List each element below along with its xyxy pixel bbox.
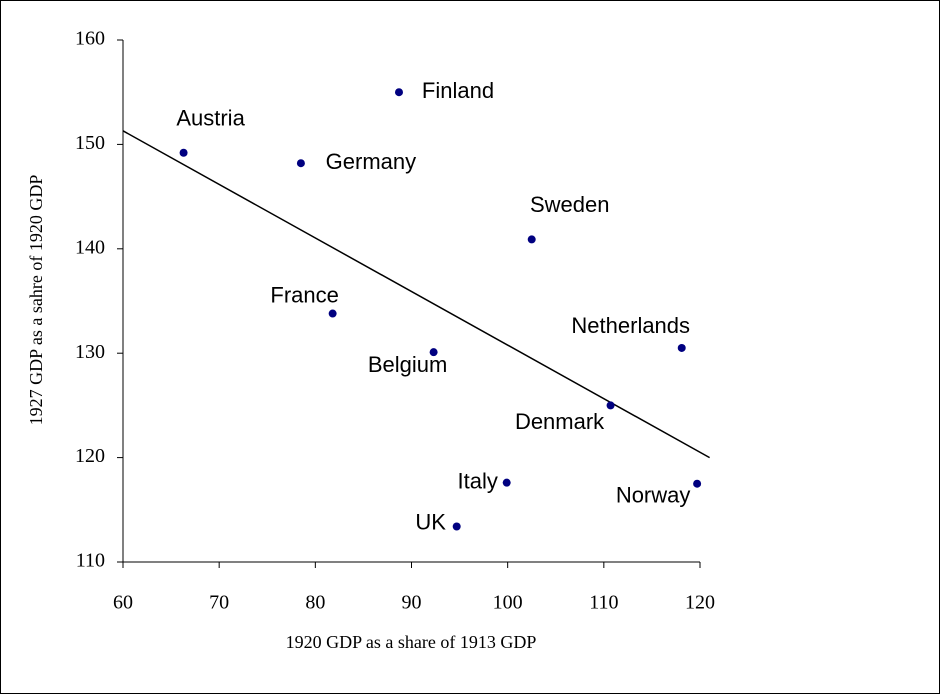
point	[527, 235, 536, 244]
point-label: Belgium	[368, 352, 447, 377]
x-tick-label: 120	[685, 592, 715, 614]
y-tick-label: 150	[75, 132, 105, 154]
x-tick-label: 60	[113, 592, 133, 614]
point-label: UK	[415, 509, 446, 534]
point	[452, 522, 461, 531]
point-label: Austria	[176, 106, 245, 131]
x-tick-label: 110	[589, 592, 618, 614]
point	[429, 348, 438, 357]
x-tick-label: 80	[305, 592, 325, 614]
point-label: France	[270, 282, 338, 307]
point	[179, 148, 188, 157]
y-tick-label: 140	[75, 236, 105, 258]
point-label: Netherlands	[571, 313, 690, 338]
point	[394, 88, 403, 97]
y-tick-label: 110	[76, 550, 105, 572]
point-label: Sweden	[530, 192, 610, 217]
y-tick-label: 130	[75, 341, 105, 363]
point	[693, 479, 702, 488]
point-label: Denmark	[515, 409, 605, 434]
point-label: Finland	[422, 78, 494, 103]
y-axis-title: 1927 GDP as a sahre of 1920 GDP	[26, 175, 46, 426]
x-axis-title: 1920 GDP as a share of 1913 GDP	[286, 632, 537, 652]
point	[296, 159, 305, 168]
x-tick-label: 90	[402, 592, 422, 614]
point	[677, 343, 686, 352]
point	[328, 309, 337, 318]
y-tick-label: 120	[75, 445, 105, 467]
point-label: Norway	[616, 483, 691, 508]
point	[606, 401, 615, 410]
point-label: Italy	[458, 468, 498, 493]
y-tick-label: 160	[75, 28, 105, 50]
point-label: Germany	[326, 149, 416, 174]
x-tick-label: 70	[209, 592, 229, 614]
x-tick-label: 100	[493, 592, 523, 614]
point	[502, 478, 511, 487]
